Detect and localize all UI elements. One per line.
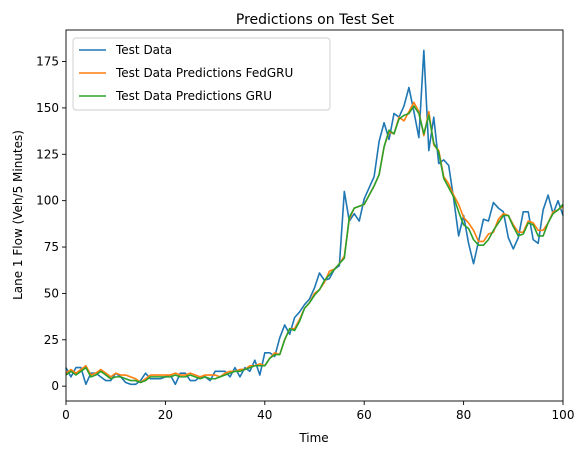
x-tick-label: 40 — [257, 408, 272, 422]
legend-label-gru: Test Data Predictions GRU — [115, 89, 272, 103]
legend-box — [72, 37, 331, 111]
x-axis: 0 20 40 60 80 100 — [62, 401, 574, 422]
y-axis: 0 25 50 75 100 125 150 175 — [36, 55, 66, 393]
series-layer — [65, 49, 564, 386]
x-tick-label: 60 — [357, 408, 372, 422]
plot-area — [65, 29, 564, 402]
y-tick-label: 50 — [44, 286, 59, 300]
y-tick-label: 75 — [44, 240, 59, 254]
series-line-test-data-predictions-fedgru — [65, 101, 564, 384]
x-tick-label: 80 — [456, 408, 471, 422]
y-tick-label: 125 — [36, 147, 59, 161]
y-tick-label: 100 — [36, 194, 59, 208]
y-tick-label: 150 — [36, 101, 59, 115]
chart-title: Predictions on Test Set — [236, 12, 395, 28]
plot-frame — [65, 29, 564, 402]
x-axis-label: Time — [298, 431, 328, 445]
x-tick-label: 20 — [158, 408, 173, 422]
x-tick-label: 0 — [62, 408, 70, 422]
y-tick-label: 0 — [51, 379, 59, 393]
legend-label-test-data: Test Data — [115, 43, 172, 57]
legend-label-fedgru: Test Data Predictions FedGRU — [115, 66, 293, 80]
y-tick-label: 25 — [44, 333, 59, 347]
legend: Test Data Test Data Predictions FedGRU T… — [72, 37, 331, 111]
series-line-test-data-predictions-gru — [65, 105, 564, 384]
x-tick-label: 100 — [552, 408, 575, 422]
y-tick-label: 175 — [36, 55, 59, 69]
y-axis-label: Lane 1 Flow (Veh/5 Minutes) — [11, 130, 25, 300]
